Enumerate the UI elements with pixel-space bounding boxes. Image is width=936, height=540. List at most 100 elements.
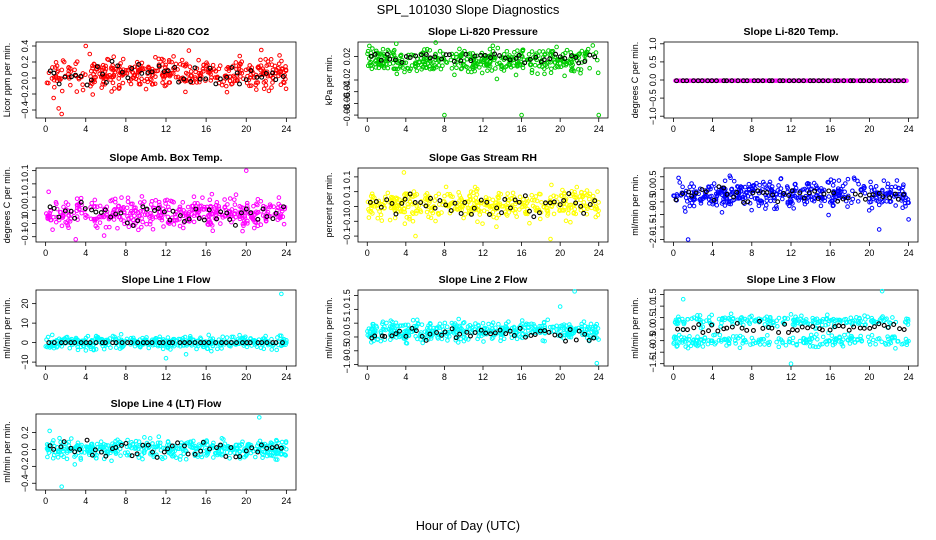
data-point [594,57,600,63]
data-point [112,196,118,202]
data-point [889,78,895,83]
data-point [522,202,527,208]
data-point [467,326,473,331]
data-point [545,211,551,216]
reference-point [901,192,906,197]
data-point [387,217,393,223]
data-point [432,198,438,203]
panel-title: Slope Line 1 Flow [122,274,212,286]
data-point [556,326,562,332]
data-point [695,313,700,318]
y-tick-label: −1.0 [648,107,658,125]
data-point [169,59,174,65]
data-point [183,89,188,95]
data-point [553,194,559,200]
data-point [772,78,778,83]
data-point [214,200,220,205]
data-point [392,207,397,212]
reference-point [113,445,119,450]
data-point [845,193,851,199]
data-point [563,218,569,224]
data-point [161,224,166,229]
reference-point [453,335,459,341]
reference-point [790,327,796,333]
y-axis-label: degrees C per min. [2,167,12,244]
data-point [49,332,55,338]
reference-point [51,446,57,452]
reference-point [716,184,722,190]
data-point [199,454,205,460]
data-point [547,324,553,330]
data-point [457,46,462,52]
data-point [679,192,684,198]
data-point [209,211,215,217]
reference-point [764,190,770,196]
y-tick-label: 1.5 [648,288,658,301]
reference-point [840,196,846,202]
data-point [730,334,736,339]
x-tick-label: 12 [161,372,171,382]
data-point [150,216,156,221]
reference-point [713,78,719,84]
data-point [691,197,696,203]
data-point [595,70,601,76]
data-point [393,41,399,46]
data-point [418,208,423,213]
data-point [369,191,375,197]
data-point [263,218,269,224]
data-point [755,196,760,202]
data-point [472,201,477,206]
reference-point [427,331,433,337]
data-point [168,347,173,352]
data-point [431,325,437,331]
data-point [529,321,534,327]
reference-point [402,196,408,202]
reference-point [156,63,162,69]
data-point [456,316,461,322]
data-point [794,78,799,83]
data-point [454,51,459,57]
y-tick-label: 0.02 [342,48,352,66]
data-point [149,66,155,72]
data-point [216,204,222,209]
data-point [746,78,752,83]
reference-point [757,318,762,324]
data-point [398,53,403,59]
reference-point [223,454,229,459]
reference-point [115,63,121,69]
reference-point [815,196,821,201]
data-point [105,443,111,448]
data-point [140,219,145,225]
data-point [859,188,864,193]
data-point [722,178,728,184]
data-point [234,445,239,451]
data-point [69,436,74,441]
data-point [55,454,61,460]
x-tick-label: 0 [43,496,48,506]
data-point [111,72,117,78]
reference-point [139,70,145,76]
data-point [504,325,510,331]
data-point [718,337,724,343]
reference-point [457,331,463,337]
series-points [365,40,602,118]
data-point [588,321,594,327]
data-point [201,342,207,348]
data-point [817,342,823,347]
data-point [177,446,182,452]
data-point [532,198,537,203]
data-point [141,450,147,455]
data-point [233,60,239,65]
data-point [494,61,500,67]
data-point [382,324,387,330]
reference-point [47,443,53,449]
reference-point [886,78,892,84]
data-point [683,188,689,194]
data-point [799,313,804,319]
data-point [204,447,210,453]
x-tick-label: 20 [241,248,251,258]
reference-points [673,184,906,205]
data-point [490,55,495,60]
data-point [838,186,844,192]
reference-point [423,203,429,209]
